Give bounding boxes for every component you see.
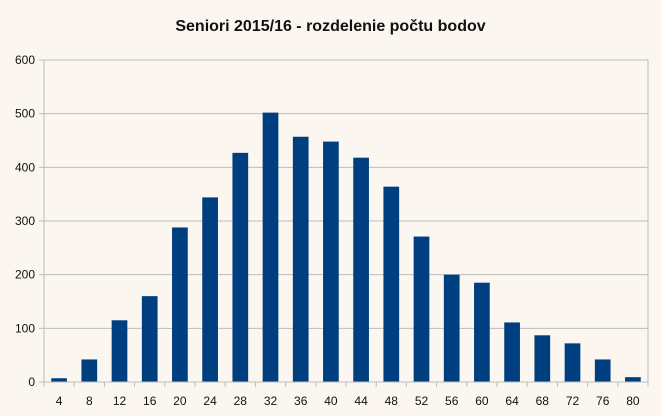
y-tick-label: 200 — [15, 268, 35, 282]
bar-12 — [111, 320, 128, 382]
bar-36 — [292, 136, 309, 382]
x-tick-label: 44 — [354, 394, 368, 408]
y-tick-label: 100 — [15, 321, 35, 335]
y-tick-label: 600 — [15, 53, 35, 67]
x-tick-label: 40 — [324, 394, 338, 408]
x-tick-label: 72 — [566, 394, 580, 408]
x-tick-label: 76 — [596, 394, 610, 408]
chart-title: Seniori 2015/16 - rozdelenie počtu bodov — [175, 18, 486, 35]
bar-48 — [383, 186, 400, 382]
x-tick-label: 28 — [234, 394, 248, 408]
y-tick-label: 300 — [15, 214, 35, 228]
bar-8 — [81, 359, 98, 382]
bar-44 — [353, 157, 369, 382]
x-tick-label: 68 — [536, 394, 550, 408]
bar-24 — [202, 197, 218, 382]
x-tick-label: 4 — [56, 394, 63, 408]
bar-16 — [141, 296, 158, 382]
x-tick-label: 36 — [294, 394, 308, 408]
x-tick-label: 80 — [626, 394, 640, 408]
bar-28 — [232, 152, 249, 382]
y-tick-label: 500 — [15, 107, 35, 121]
x-tick-label: 56 — [445, 394, 459, 408]
y-tick-label: 0 — [28, 375, 35, 389]
x-tick-label: 64 — [505, 394, 519, 408]
bar-52 — [413, 236, 430, 382]
x-tick-label: 16 — [143, 394, 157, 408]
y-tick-label: 400 — [15, 160, 35, 174]
bar-64 — [504, 322, 520, 382]
x-tick-label: 52 — [415, 394, 429, 408]
bar-20 — [172, 227, 188, 382]
bar-80 — [625, 377, 641, 382]
bar-76 — [594, 359, 611, 382]
x-tick-label: 12 — [113, 394, 127, 408]
bar-68 — [534, 335, 551, 382]
x-tick-label: 24 — [203, 394, 217, 408]
x-tick-label: 8 — [86, 394, 93, 408]
bar-40 — [323, 141, 339, 382]
x-tick-label: 32 — [264, 394, 278, 408]
x-tick-label: 20 — [173, 394, 187, 408]
bar-60 — [474, 282, 490, 382]
x-tick-label: 48 — [385, 394, 399, 408]
bar-4 — [51, 378, 67, 382]
bar-56 — [443, 274, 460, 382]
bar-32 — [262, 112, 279, 383]
bar-72 — [564, 343, 581, 382]
x-tick-label: 60 — [475, 394, 489, 408]
